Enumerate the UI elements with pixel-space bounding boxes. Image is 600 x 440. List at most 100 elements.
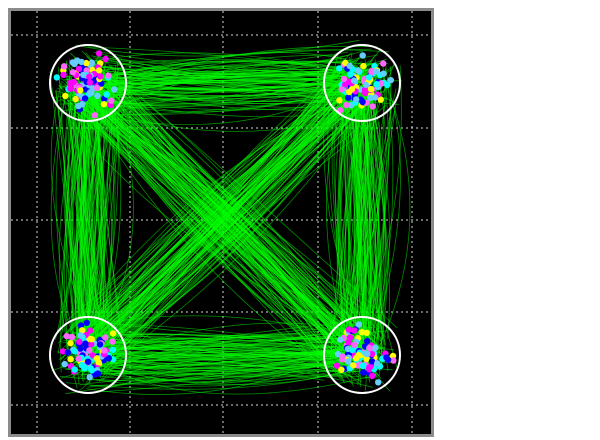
endpoint-dot <box>353 96 360 103</box>
trajectory <box>106 61 356 366</box>
endpoint-dot <box>84 358 92 365</box>
endpoint-dot <box>345 326 353 333</box>
trajectory <box>79 96 329 370</box>
trajectory <box>85 81 110 334</box>
trajectory <box>94 52 352 350</box>
trajectory <box>95 362 371 395</box>
endpoint-dot <box>86 73 93 80</box>
trajectory <box>70 89 99 353</box>
trajectory <box>87 46 372 78</box>
trajectory <box>72 57 360 360</box>
endpoint-dot <box>355 351 362 359</box>
endpoint-dot <box>67 80 74 88</box>
target-circle <box>49 316 127 394</box>
trajectory <box>360 89 366 360</box>
endpoint-dot <box>384 356 392 363</box>
endpoint-dot <box>371 94 379 101</box>
target-circle <box>49 44 127 122</box>
endpoint-dot <box>61 360 68 368</box>
endpoint-dot <box>89 352 96 359</box>
endpoint-dot <box>71 366 78 373</box>
endpoint-dot <box>64 349 72 356</box>
endpoint-dot <box>103 91 110 98</box>
endpoint-dot <box>63 333 71 340</box>
endpoint-dot <box>384 81 391 89</box>
endpoint-dot <box>336 97 343 104</box>
endpoint-dot <box>364 337 371 345</box>
endpoint-dot <box>109 338 116 345</box>
endpoint-dot <box>83 67 90 74</box>
trajectory <box>83 70 366 341</box>
trajectory <box>87 85 352 370</box>
endpoint-dot <box>340 75 348 83</box>
endpoint-dot <box>363 329 370 336</box>
endpoint-dot <box>97 73 104 80</box>
endpoint-dot <box>345 339 352 346</box>
endpoint-dot <box>88 340 95 348</box>
trajectory <box>82 97 366 333</box>
endpoint-dot <box>344 358 352 365</box>
endpoint-dot <box>109 330 117 337</box>
trajectory <box>350 79 380 354</box>
trajectory <box>336 97 379 339</box>
endpoint-dot <box>96 67 103 74</box>
trajectory <box>362 121 381 357</box>
endpoint-dot <box>362 81 370 89</box>
endpoint-dot <box>105 72 112 79</box>
trajectory <box>79 107 346 344</box>
trajectory <box>51 81 354 99</box>
trajectory <box>378 77 411 348</box>
endpoint-dot <box>372 344 379 351</box>
endpoint-dot <box>75 355 82 362</box>
endpoint-dot <box>365 364 373 371</box>
endpoint-dot <box>349 346 356 354</box>
endpoint-dot <box>83 59 90 67</box>
endpoint-dot <box>348 86 356 93</box>
endpoint-dot <box>105 355 113 362</box>
endpoint-dot <box>377 96 384 103</box>
endpoint-dot <box>67 356 74 363</box>
endpoint-dot <box>111 86 118 93</box>
endpoint-dot <box>333 362 341 369</box>
endpoint-dot <box>80 71 87 79</box>
endpoint-dot <box>347 71 354 78</box>
endpoint-dot <box>369 372 376 379</box>
endpoint-dot <box>88 89 95 96</box>
endpoint-dot <box>366 344 373 352</box>
endpoint-dot <box>338 366 345 373</box>
endpoint-dot <box>94 370 102 377</box>
endpoint-dot <box>81 95 89 102</box>
endpoint-dot <box>86 79 94 86</box>
trajectory <box>94 72 335 326</box>
endpoint-dot <box>100 101 108 108</box>
trajectory <box>57 67 68 341</box>
trajectory <box>103 83 382 374</box>
endpoint-dot <box>360 62 367 70</box>
targets <box>49 44 401 394</box>
endpoint-dot <box>76 338 83 345</box>
endpoint-dot <box>77 332 84 339</box>
trajectory <box>348 93 390 330</box>
endpoint-dot <box>368 358 376 365</box>
endpoint-dot <box>69 69 77 76</box>
endpoint-dot <box>79 101 86 108</box>
endpoint-dot <box>101 347 108 354</box>
trajectory <box>328 66 392 331</box>
endpoints <box>53 50 397 386</box>
endpoint-dot <box>368 350 376 358</box>
trajectory <box>94 108 387 338</box>
endpoint-dot <box>354 67 362 74</box>
endpoint-dot <box>360 362 367 369</box>
endpoint-dot <box>390 357 397 364</box>
trajectory <box>77 92 367 356</box>
endpoint-dot <box>338 86 345 93</box>
endpoint-dot <box>343 101 350 109</box>
endpoint-dot <box>337 336 344 343</box>
endpoint-dot <box>351 327 358 334</box>
endpoint-dot <box>86 373 93 381</box>
endpoint-dot <box>60 71 67 79</box>
endpoint-dot <box>77 345 84 352</box>
trajectory <box>99 70 342 346</box>
